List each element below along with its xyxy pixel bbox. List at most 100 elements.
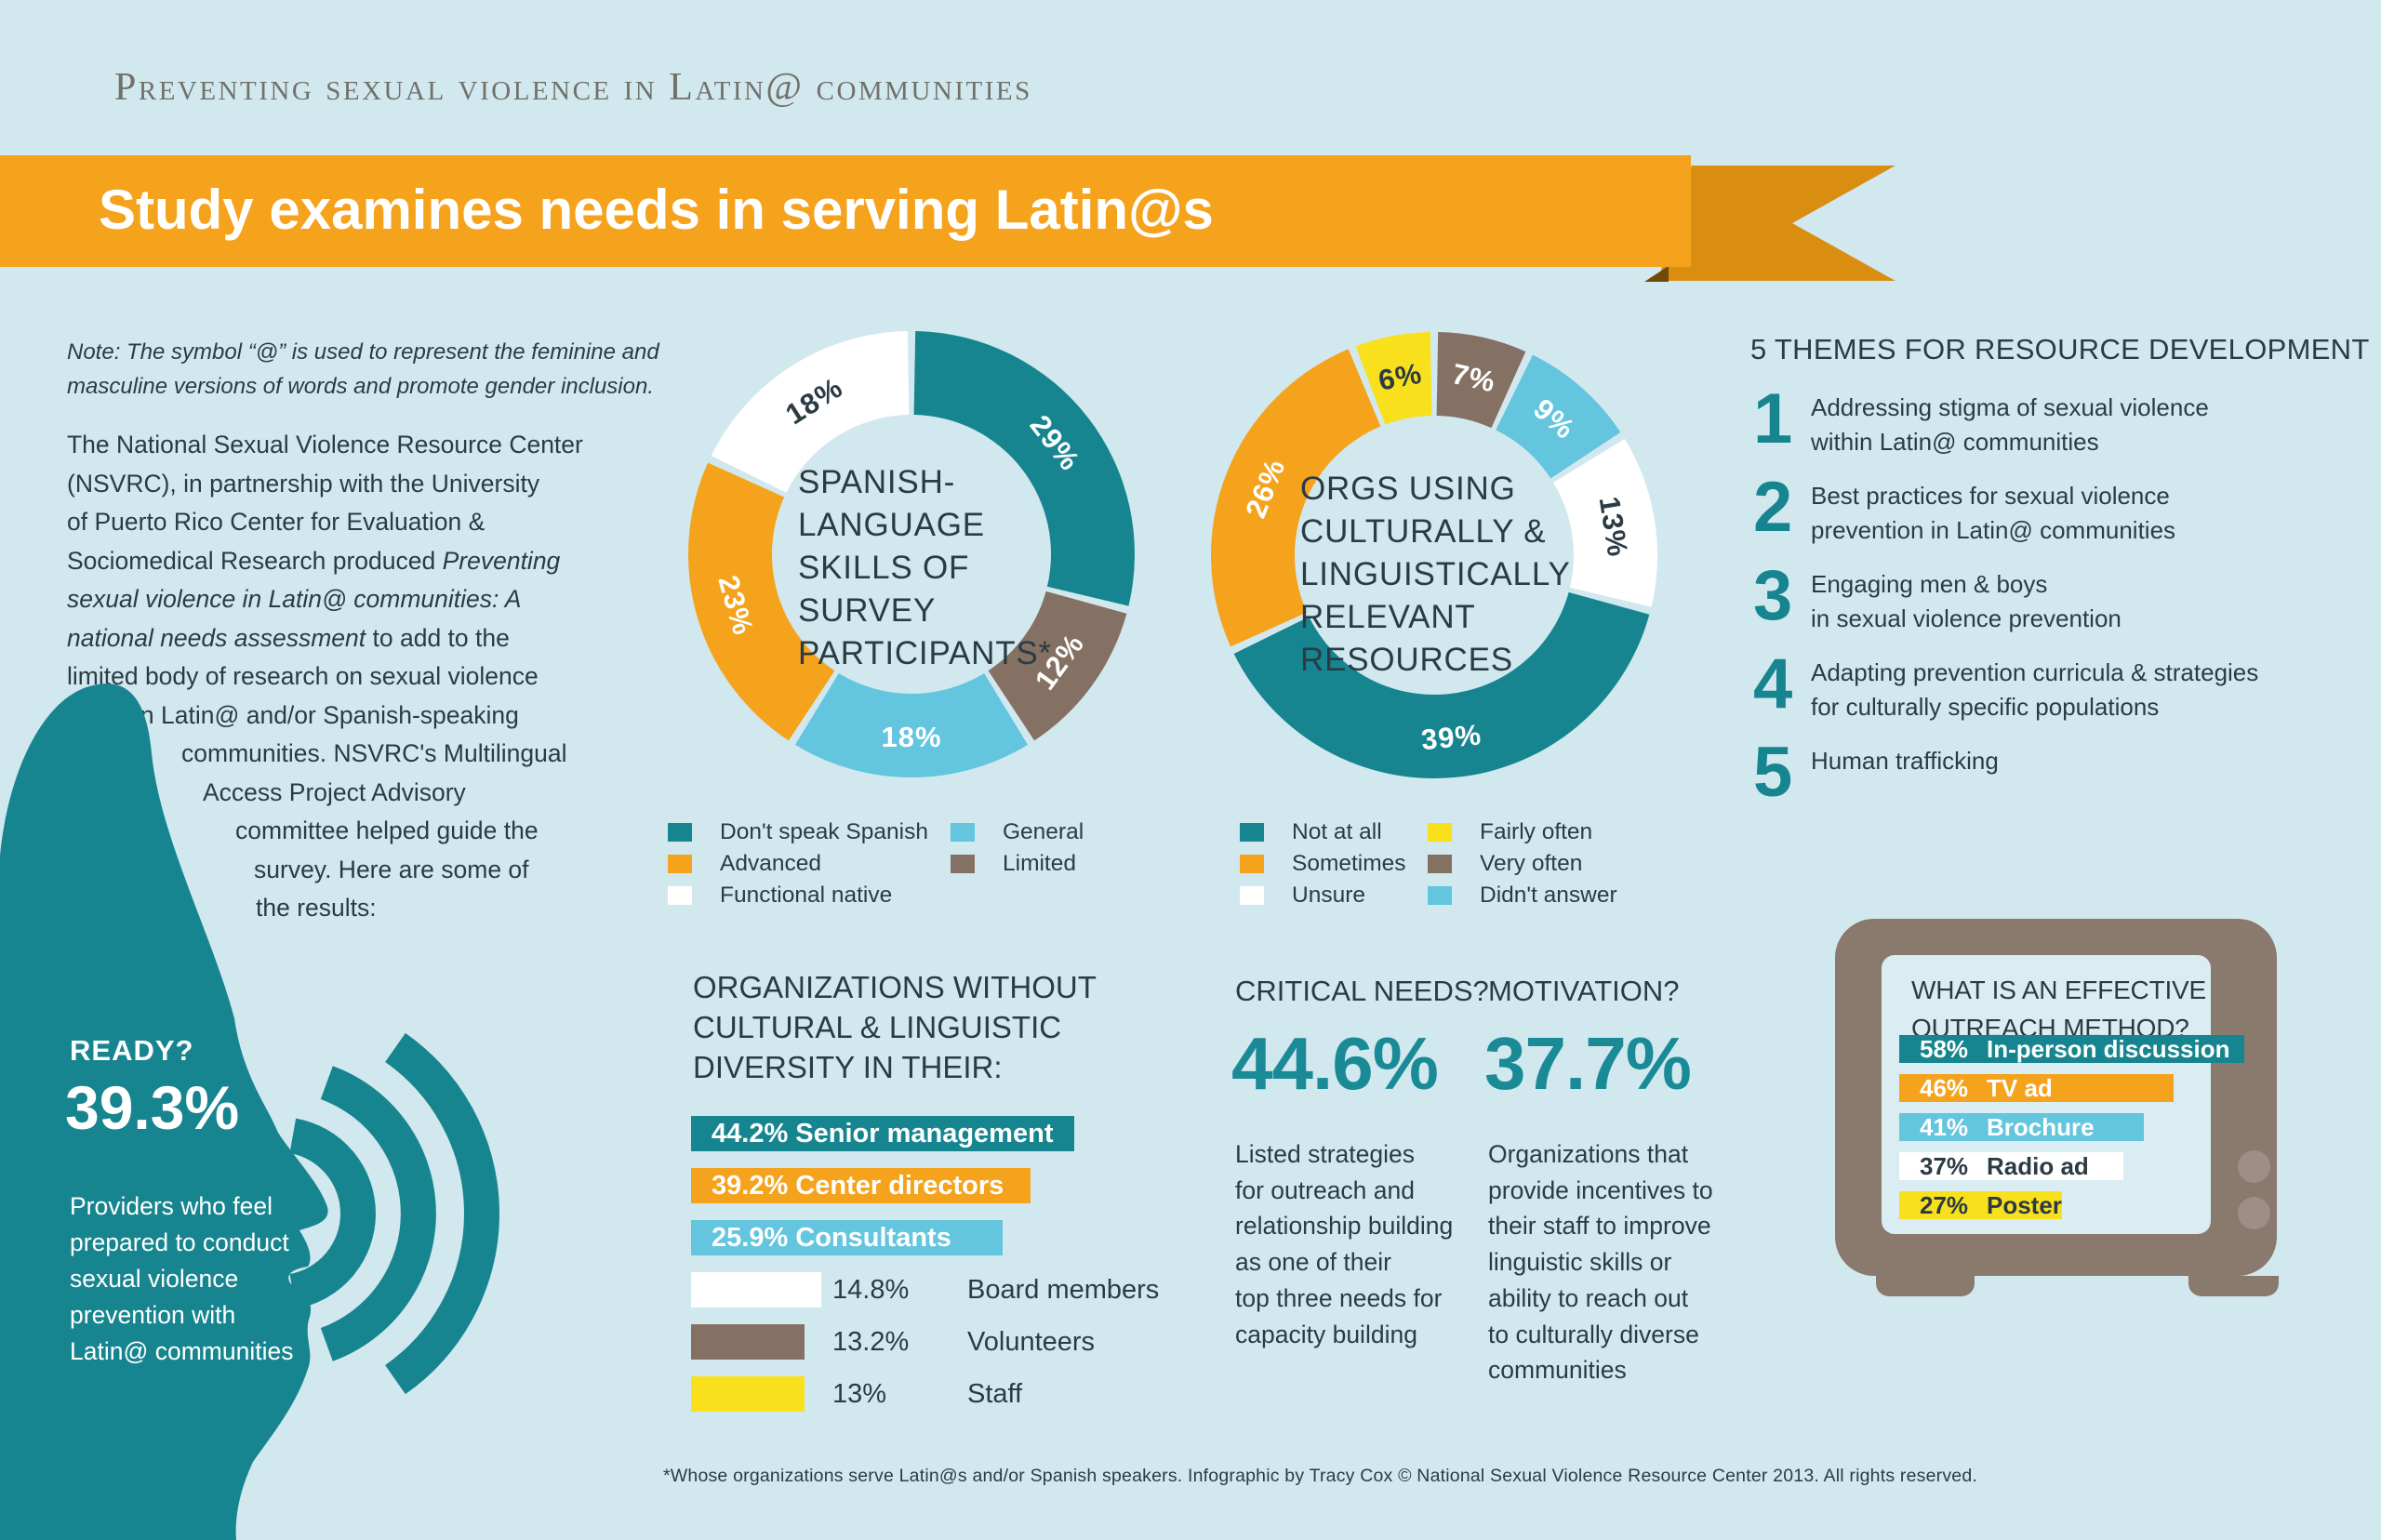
intro-line: committee helped guide the xyxy=(235,816,539,844)
donut-slice xyxy=(688,462,835,741)
legend-swatch xyxy=(668,823,692,842)
donut-chart-org-resources: 7% 9% 13% 39% 26% 6% ORGS USING CULTURALLY & LI… xyxy=(1211,332,1657,778)
ready-line: prevention with xyxy=(70,1301,236,1329)
intro-line: Access Project Advisory xyxy=(203,777,466,806)
theme-item: 4 Adapting prevention curricula & strateg… xyxy=(1753,644,2258,724)
org-bar xyxy=(691,1272,821,1308)
critical-line: capacity building xyxy=(1235,1320,1417,1348)
org-bar-row: 13.2% Volunteers xyxy=(691,1324,1249,1360)
outreach-bar: 46% TV ad xyxy=(1899,1074,2174,1102)
outreach-bar-row: 27% Poster xyxy=(1899,1191,2244,1219)
org-bar-label: 44.2% Senior management xyxy=(712,1118,1054,1148)
legend-swatch xyxy=(668,886,692,905)
theme-number: 4 xyxy=(1753,644,1793,724)
intro-line: of Puerto Rico Center for Evaluation & xyxy=(67,508,486,536)
motivation-line: to culturally diverse xyxy=(1488,1320,1699,1348)
theme-line: Adapting prevention curricula & strategi… xyxy=(1811,658,2259,686)
theme-number: 5 xyxy=(1753,733,1793,812)
tv-foot xyxy=(1876,1276,1975,1296)
legend-item: Don't speak Spanish xyxy=(668,816,951,848)
theme-line: for culturally specific populations xyxy=(1811,693,2160,721)
donut-slice-label: 39% xyxy=(1419,718,1483,756)
donut-slice xyxy=(913,331,1135,606)
tv-knob-icon xyxy=(2238,1197,2270,1229)
legend-item: Sometimes xyxy=(1240,848,1428,880)
org-diversity-bars: 44.2% Senior management 39.2% Center dire… xyxy=(691,1116,1249,1428)
banner-ribbon-tail xyxy=(1657,166,1895,281)
legend-label: Functional native xyxy=(720,883,893,908)
ready-stat: 39.3% xyxy=(65,1073,240,1142)
org-bar-row: 44.2% Senior management xyxy=(691,1116,1249,1151)
legend-label: Advanced xyxy=(720,851,821,876)
tv-foot xyxy=(2188,1276,2279,1296)
outreach-bar: 58% In-person discussion xyxy=(1899,1035,2244,1063)
legend-label: Fairly often xyxy=(1480,819,1593,844)
ready-line: sexual violence xyxy=(70,1265,239,1293)
theme-line: Best practices for sexual violence xyxy=(1811,482,2170,510)
outreach-bar-label: In-person discussion xyxy=(1987,1034,2230,1063)
donut-center-title: SPANISH- LANGUAGE SKILLS OF SURVEY PARTICIPA… xyxy=(798,461,1052,675)
org-bar xyxy=(691,1324,805,1360)
theme-line: Human trafficking xyxy=(1811,747,1999,775)
legend-item: Not at all xyxy=(1240,816,1428,848)
theme-line: within Latin@ communities xyxy=(1811,428,2099,456)
org-bar-text: Staff xyxy=(967,1378,1023,1409)
ready-title: READY? xyxy=(70,1034,194,1067)
legend-label: Unsure xyxy=(1292,883,1365,908)
outreach-bar-pct: 46% xyxy=(1920,1073,1969,1102)
critical-line: for outreach and xyxy=(1235,1175,1415,1204)
legend-label: Very often xyxy=(1480,851,1583,876)
motivation-line: linguistic skills or xyxy=(1488,1248,1672,1277)
intro-line: (NSVRC), in partnership with the Univers… xyxy=(67,469,540,498)
org-bar-label: 13% Staff xyxy=(832,1376,1022,1412)
legend-label: Limited xyxy=(1003,851,1076,876)
legend-org-resources: Not at all Sometimes Unsure Fairly often Ver… xyxy=(1240,816,1617,911)
note-line: Note: The symbol “@” is used to represen… xyxy=(67,339,659,365)
ready-description: Providers who feel prepared to conduct sex… xyxy=(70,1188,293,1370)
org-bar xyxy=(691,1376,805,1412)
legend-item: Unsure xyxy=(1240,880,1428,911)
org-diversity-title-line: DIVERSITY IN THEIR: xyxy=(693,1050,1003,1084)
legend-swatch xyxy=(668,855,692,873)
theme-text: Adapting prevention curricula & strategi… xyxy=(1811,654,2258,724)
critical-needs-description: Listed strategies for outreach and relatio… xyxy=(1235,1136,1453,1352)
theme-line: Addressing stigma of sexual violence xyxy=(1811,393,2209,421)
legend-item: Advanced xyxy=(668,848,951,880)
donut-slice xyxy=(1553,438,1657,607)
critical-line: as one of their xyxy=(1235,1248,1391,1277)
legend-item: Limited xyxy=(951,848,1084,880)
org-bar: 44.2% Senior management xyxy=(691,1116,1074,1151)
org-bar-text: Volunteers xyxy=(967,1326,1096,1357)
legend-column: General Limited xyxy=(951,816,1084,911)
legend-swatch xyxy=(1428,823,1452,842)
intro-line: the results: xyxy=(256,894,377,922)
outreach-bars: 58% In-person discussion 46% TV ad 41% Brochu… xyxy=(1899,1035,2244,1230)
theme-line: prevention in Latin@ communities xyxy=(1811,516,2176,544)
outreach-bar-pct: 41% xyxy=(1920,1112,1969,1141)
intro-line: in Latin@ and/or Spanish-speaking xyxy=(135,700,519,729)
donut-slice xyxy=(1436,332,1526,429)
critical-needs-title: CRITICAL NEEDS? xyxy=(1235,975,1489,1007)
donut-center-line: SKILLS OF xyxy=(798,550,970,586)
motivation-stat: 37.7% xyxy=(1484,1022,1692,1105)
org-bar-row: 25.9% Consultants xyxy=(691,1220,1249,1255)
ready-line: Latin@ communities xyxy=(70,1337,294,1365)
legend-label: Sometimes xyxy=(1292,851,1406,876)
theme-number: 3 xyxy=(1753,556,1793,635)
donut-center-line: RELEVANT xyxy=(1300,599,1476,635)
outreach-bar-label: Brochure xyxy=(1987,1112,2095,1141)
legend-swatch xyxy=(1428,886,1452,905)
legend-column: Fairly often Very often Didn't answer xyxy=(1428,816,1617,911)
legend-item: Very often xyxy=(1428,848,1617,880)
ready-line: prepared to conduct xyxy=(70,1228,289,1256)
banner: Study examines needs in serving Latin@s xyxy=(0,155,1691,267)
donut-center-line: LANGUAGE xyxy=(798,507,985,543)
theme-item: 5 Human trafficking xyxy=(1753,733,2258,812)
org-bar-label: 14.8% Board members xyxy=(832,1272,1159,1308)
legend-label: Not at all xyxy=(1292,819,1382,844)
themes-title: 5 THEMES FOR RESOURCE DEVELOPMENT xyxy=(1750,333,2370,365)
donut-slice xyxy=(794,673,1029,777)
org-bar-label: 13.2% Volunteers xyxy=(832,1324,1095,1360)
motivation-line: their staff to improve xyxy=(1488,1212,1711,1241)
